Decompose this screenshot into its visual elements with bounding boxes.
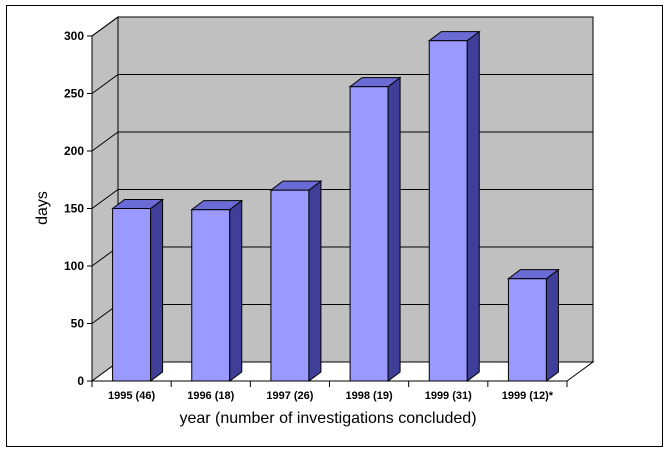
gridline bbox=[91, 16, 593, 37]
bar-front bbox=[191, 209, 231, 382]
x-tick-labels: 1995 (46) 1996 (18) 1997 (26) 1998 (19) 1999… bbox=[108, 390, 554, 402]
bar-front bbox=[270, 189, 310, 382]
x-tick-label: 1995 (46) bbox=[108, 390, 155, 402]
y-tick-label: 150 bbox=[64, 202, 84, 216]
y-tick-label: 200 bbox=[64, 144, 84, 158]
x-tick-label: 1997 (26) bbox=[266, 390, 313, 402]
bar bbox=[111, 198, 165, 382]
bar bbox=[506, 268, 560, 382]
bar-top bbox=[427, 31, 481, 42]
bars bbox=[111, 30, 560, 382]
x-tick-label: 1996 (18) bbox=[187, 390, 234, 402]
y-tick-label: 100 bbox=[64, 259, 84, 273]
bar bbox=[427, 30, 481, 382]
bar-front bbox=[112, 208, 152, 382]
bar-top bbox=[111, 199, 165, 209]
bar-side bbox=[466, 30, 480, 382]
bar-front bbox=[349, 86, 389, 382]
y-tick-label: 250 bbox=[64, 87, 84, 101]
bar bbox=[348, 76, 402, 382]
y-tick-label: 300 bbox=[64, 29, 84, 43]
x-tick-label: 1999 (12)* bbox=[502, 390, 554, 402]
bar-side bbox=[545, 268, 559, 382]
x-tick-label: 1998 (19) bbox=[346, 390, 393, 402]
bar-side bbox=[308, 180, 322, 382]
bar-top bbox=[269, 180, 323, 191]
x-tick-label: 1999 (31) bbox=[425, 390, 472, 402]
x-axis-label: year (number of investigations concluded… bbox=[179, 410, 476, 427]
y-tick-label: 0 bbox=[77, 374, 84, 388]
bar bbox=[190, 199, 244, 382]
bar-side bbox=[150, 198, 164, 382]
bar bbox=[269, 180, 323, 382]
y-tick-label: 50 bbox=[71, 317, 85, 331]
bar-front bbox=[507, 278, 547, 382]
y-tick-labels: 0 50 100 150 200 250 300 bbox=[64, 29, 84, 388]
axes bbox=[87, 35, 568, 387]
bar-side bbox=[229, 199, 243, 382]
y-axis-label: days bbox=[34, 191, 51, 225]
bar-front bbox=[428, 40, 468, 382]
bar-side bbox=[387, 76, 401, 382]
bar-top bbox=[506, 269, 560, 280]
bar-top bbox=[348, 77, 402, 88]
bar-top bbox=[190, 200, 244, 211]
